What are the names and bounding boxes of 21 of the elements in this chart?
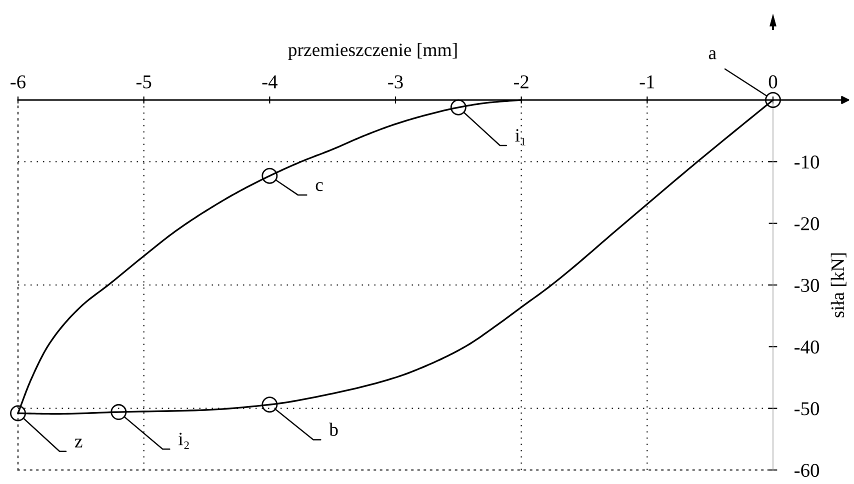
x-tick-label: 0	[768, 75, 778, 88]
annotation: z	[74, 438, 82, 448]
annotation: i₂	[178, 432, 189, 449]
x-axis-title: przemieszczenie [mm]	[288, 42, 457, 60]
x-tick-label: -5	[136, 75, 152, 88]
annotation: i₁	[515, 129, 526, 146]
x-tick-label: -1	[640, 75, 654, 88]
y-tick-label: -40	[794, 340, 820, 354]
annotation: c	[316, 182, 323, 192]
y-tick-label: -10	[794, 155, 820, 169]
y-tick-label: -60	[794, 464, 820, 477]
y-tick-label: -50	[794, 402, 820, 416]
x-tick-label: -2	[514, 75, 528, 88]
x-tick-label: -4	[262, 75, 278, 88]
annotation: a	[708, 50, 716, 60]
x-tick-label: -3	[388, 75, 403, 88]
annotation: b	[329, 422, 338, 436]
x-tick-label: -6	[10, 75, 26, 88]
y-axis-title: siła [kN]	[830, 253, 846, 318]
y-tick-label: -20	[794, 217, 820, 230]
y-tick-label: -30	[794, 278, 820, 292]
